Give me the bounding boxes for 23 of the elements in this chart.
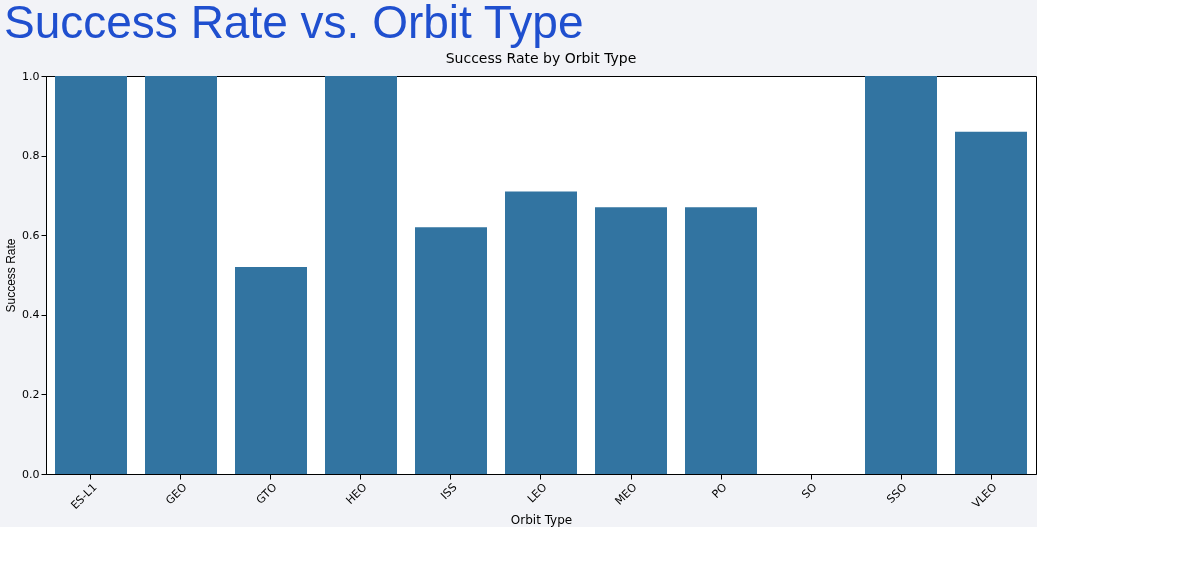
y-tick-label: 1.0 bbox=[22, 69, 40, 83]
bar bbox=[955, 131, 1027, 474]
chart-subtitle: Success Rate by Orbit Type bbox=[445, 50, 637, 66]
bar bbox=[325, 76, 397, 474]
x-tick-label: ISS bbox=[438, 480, 460, 503]
bar bbox=[865, 76, 937, 474]
x-tick-label: PO bbox=[709, 480, 730, 501]
x-axis-title: Orbit Type bbox=[510, 513, 573, 528]
bar bbox=[145, 76, 217, 474]
bar bbox=[505, 191, 577, 474]
y-tick-label: 0.2 bbox=[22, 387, 40, 401]
y-tick-label: 0.0 bbox=[22, 467, 40, 481]
bar bbox=[685, 207, 757, 474]
bar bbox=[55, 76, 127, 474]
y-tick-label: 0.6 bbox=[22, 228, 40, 242]
y-tick-label: 0.4 bbox=[22, 308, 40, 322]
y-axis-title: Success Rate bbox=[4, 238, 19, 313]
y-tick-label: 0.8 bbox=[22, 149, 40, 163]
x-tick-label: SO bbox=[799, 480, 820, 502]
bar bbox=[595, 207, 667, 474]
bar bbox=[415, 227, 487, 474]
chart-title: Success Rate vs. Orbit Type bbox=[4, 0, 584, 48]
bar bbox=[235, 267, 307, 474]
